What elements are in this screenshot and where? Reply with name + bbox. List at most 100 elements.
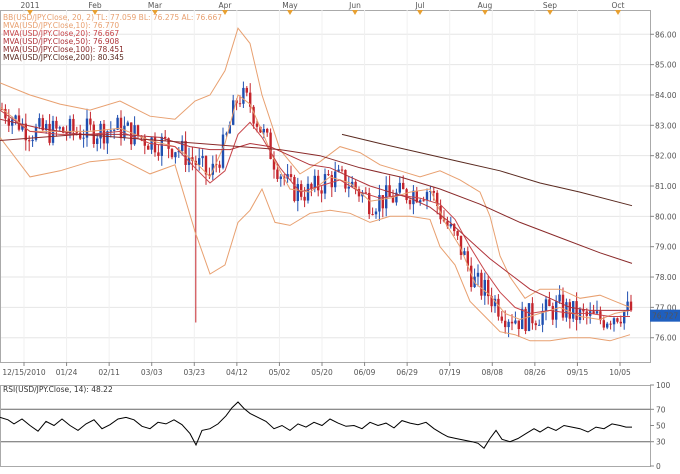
candle-body — [55, 120, 58, 129]
candle-body — [500, 316, 503, 321]
candle-body — [320, 190, 323, 194]
candle-body — [198, 158, 201, 165]
y-tick-label: 82.00 — [655, 152, 677, 161]
candle-body — [221, 134, 225, 168]
candle-body — [24, 123, 27, 141]
candle-body — [340, 169, 344, 171]
candle-body — [11, 119, 14, 126]
series-line-mva20 — [0, 109, 630, 317]
month-label: Jul — [414, 1, 424, 10]
candle-body — [245, 87, 248, 93]
candle-body — [347, 186, 350, 189]
y-tick-label: 84.00 — [655, 91, 677, 100]
x-tick-label: 05/20 — [311, 368, 333, 377]
candle-body — [215, 163, 218, 165]
candle-body — [419, 200, 422, 203]
series-line-bb-lower — [0, 137, 631, 342]
candle-body — [422, 200, 425, 202]
candle-body — [116, 117, 119, 130]
candle-body — [582, 309, 585, 312]
candle-body — [262, 128, 265, 133]
candle-body — [470, 265, 473, 288]
candle-body — [123, 125, 126, 139]
candle-body — [82, 137, 85, 139]
candle-body — [551, 306, 554, 320]
candle-body — [249, 92, 252, 107]
candle-body — [493, 298, 497, 307]
y-tick-label: 85.00 — [655, 61, 677, 70]
candle-body — [364, 192, 367, 194]
candle-body — [354, 181, 357, 190]
candle-body — [619, 321, 622, 324]
series-line-mva200 — [341, 133, 633, 207]
x-tick-label: 03/23 — [183, 368, 205, 377]
candle-body — [99, 123, 102, 139]
candle-body — [272, 159, 276, 170]
candle-body — [459, 235, 463, 256]
candle-body — [504, 320, 507, 328]
candle-body — [408, 200, 412, 205]
month-label: Sep — [543, 1, 557, 10]
month-marker — [222, 10, 228, 15]
candle-body — [153, 137, 157, 153]
x-tick-label: 10/05 — [609, 368, 631, 377]
candle-body — [14, 115, 17, 120]
candle-body — [344, 169, 347, 189]
month-label: Feb — [88, 1, 102, 10]
candle-body — [242, 87, 245, 104]
candle-body — [432, 191, 435, 193]
candle-body — [415, 190, 418, 203]
candle-body — [113, 129, 116, 131]
candle-body — [266, 128, 269, 133]
candle-body — [381, 195, 384, 209]
month-label: Jun — [348, 1, 361, 10]
month-marker — [27, 10, 33, 15]
candle-body — [612, 318, 616, 325]
candle-body — [616, 318, 619, 322]
candle-body — [578, 309, 582, 320]
candle-body — [177, 151, 180, 153]
y-tick-label: 86.00 — [655, 30, 677, 39]
candle-body — [38, 118, 41, 127]
candle-body — [45, 123, 48, 131]
candle-body — [181, 140, 184, 152]
candle-body — [85, 118, 89, 138]
candle-body — [402, 182, 405, 190]
legend-entry: MVA(USD/JPY.Close,20): 76.667 — [3, 29, 119, 38]
candle-body — [58, 127, 61, 129]
candle-body — [507, 321, 510, 328]
candle-body — [184, 140, 187, 165]
candle-body — [541, 310, 544, 325]
candle-body — [524, 308, 527, 331]
candle-body — [323, 174, 327, 194]
y-tick-label: 76.00 — [655, 334, 677, 343]
month-marker — [615, 10, 621, 15]
candle-body — [72, 118, 75, 132]
candle-body — [279, 176, 282, 179]
candle-body — [623, 311, 626, 324]
candle-body — [595, 311, 599, 314]
rsi-title: RSI(USD/JPY.Close, 14): 48.22 — [3, 385, 113, 394]
x-tick-label: 12/15/2010 — [2, 368, 45, 377]
candle-body — [487, 279, 490, 297]
candle-body — [548, 299, 551, 307]
candle-body — [102, 123, 106, 144]
legend-entry: MVA(USD/JPY.Close,200): 80.345 — [3, 53, 124, 62]
candle-body — [276, 169, 279, 179]
legend-entry: MVA(USD/JPY.Close,50): 76.908 — [3, 37, 119, 46]
candle-body — [174, 152, 177, 158]
rsi-plot-frame — [0, 385, 651, 467]
candle-body — [388, 185, 391, 197]
legend-entry: MVA(USD/JPY.Close,10): 76.770 — [3, 21, 119, 30]
candle-body — [136, 125, 140, 136]
month-marker — [417, 10, 423, 15]
candle-body — [289, 174, 293, 178]
candle-body — [429, 191, 432, 193]
y-tick-label: 80.00 — [655, 212, 677, 221]
y-tick-label: 81.00 — [655, 182, 677, 191]
candle-body — [606, 323, 609, 328]
y-tick-label: 79.00 — [655, 243, 677, 252]
candle-body — [211, 163, 214, 175]
x-tick-label: 05/02 — [269, 368, 291, 377]
